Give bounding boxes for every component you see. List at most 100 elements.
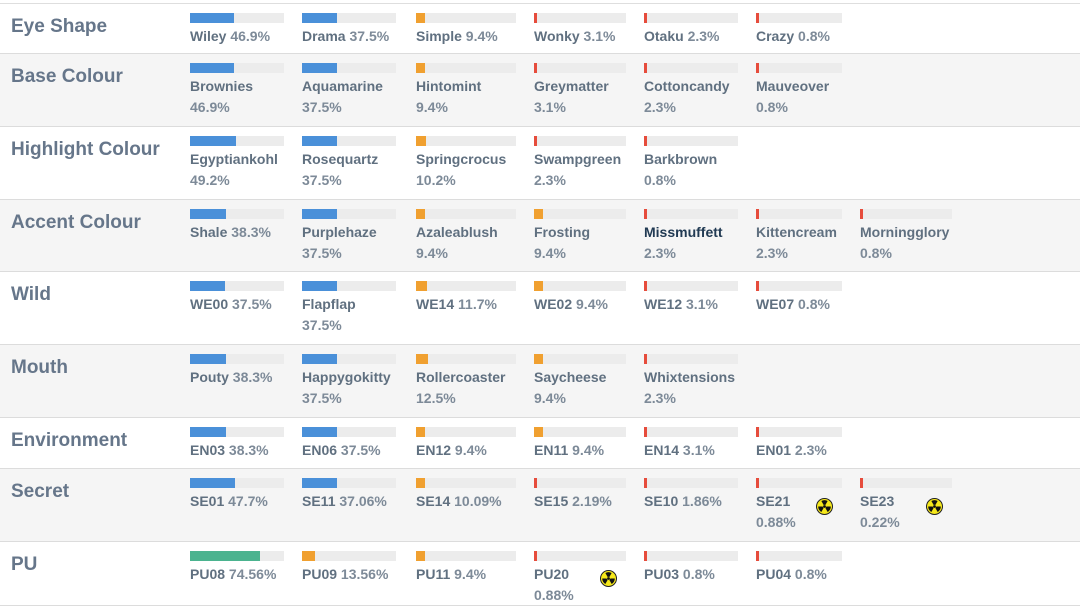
trait-label: PU04 0.8% [756, 564, 827, 585]
trait-label: SE23 0.22% [860, 491, 900, 533]
percent-bar-track [534, 281, 626, 291]
trait-percent: 0.88% [534, 587, 574, 603]
percent-bar-track [756, 281, 842, 291]
trait-row-title: Environment [11, 430, 128, 451]
percent-bar-fill [190, 209, 226, 219]
trait-label: Frosting 9.4% [534, 222, 590, 264]
percent-bar-fill [534, 63, 537, 73]
trait-percent: 46.9% [190, 99, 230, 115]
trait-name: Drama [302, 28, 346, 44]
trait-percent: 9.4% [534, 390, 566, 406]
percent-bar-track [302, 478, 396, 488]
trait-name: Otaku [644, 28, 684, 44]
percent-bar-track [190, 427, 284, 437]
trait-label: EN14 3.1% [644, 440, 715, 461]
trait-percent: 0.8% [682, 566, 715, 582]
trait-label: Crazy 0.8% [756, 26, 830, 47]
percent-bar-fill [190, 13, 234, 23]
trait-name: Kittencream [756, 224, 837, 240]
trait-name: SE10 [644, 493, 679, 509]
percent-bar-fill [302, 478, 337, 488]
trait-name: Saycheese [534, 369, 607, 385]
percent-bar-track [190, 136, 284, 146]
trait-row-wild: Wild WE00 37.5% Flapflap 37.5% WE14 11.7% WE0… [0, 272, 1080, 345]
trait-name: EN06 [302, 442, 338, 458]
percent-bar-fill [756, 427, 759, 437]
trait-label: Barkbrown 0.8% [644, 149, 717, 191]
trait-label: PU20 0.88% [534, 564, 574, 606]
percent-bar-track [644, 281, 738, 291]
trait-row-title: PU [11, 554, 38, 575]
percent-bar-track [534, 136, 626, 146]
percent-bar-track [534, 63, 626, 73]
trait-row-secret: Secret SE01 47.7% SE11 37.06% SE14 10.09% SE… [0, 469, 1080, 542]
percent-bar-track [416, 478, 516, 488]
trait-percent: 37.5% [302, 245, 342, 261]
trait-percent: 0.8% [798, 28, 830, 44]
trait-label: Morningglory 0.8% [860, 222, 949, 264]
trait-percent: 1.86% [682, 493, 722, 509]
percent-bar-fill [756, 209, 759, 219]
percent-bar-fill [644, 209, 647, 219]
percent-bar-track [416, 354, 516, 364]
trait-label: Whixtensions 2.3% [644, 367, 735, 409]
trait-label: Kittencream 2.3% [756, 222, 837, 264]
percent-bar-fill [416, 281, 427, 291]
trait-percent: 2.3% [756, 245, 788, 261]
trait-label: Greymatter 3.1% [534, 76, 609, 118]
trait-percent: 2.3% [534, 172, 566, 188]
percent-bar-track [534, 209, 626, 219]
trait-percent: 12.5% [416, 390, 456, 406]
trait-percent: 9.4% [534, 245, 566, 261]
percent-bar-fill [860, 209, 863, 219]
percent-bar-track [416, 136, 516, 146]
trait-percent: 37.5% [302, 390, 342, 406]
trait-percent: 10.2% [416, 172, 456, 188]
percent-bar-fill [416, 427, 425, 437]
trait-percent: 2.3% [644, 390, 676, 406]
trait-percent: 0.8% [860, 245, 892, 261]
trait-percent: 10.09% [454, 493, 502, 509]
trait-percent: 9.4% [454, 442, 487, 458]
trait-percent: 2.3% [644, 245, 676, 261]
percent-bar-track [644, 551, 738, 561]
trait-label: Egyptiankohl 49.2% [190, 149, 278, 191]
trait-percent: 9.4% [454, 566, 487, 582]
percent-bar-track [756, 209, 842, 219]
trait-row-title: Accent Colour [11, 212, 141, 233]
percent-bar-track [534, 13, 626, 23]
trait-percent: 37.5% [302, 317, 342, 333]
percent-bar-fill [416, 209, 425, 219]
percent-bar-fill [644, 136, 647, 146]
trait-label: SE10 1.86% [644, 491, 722, 512]
percent-bar-fill [756, 63, 759, 73]
trait-row-accent-colour: Accent Colour Shale 38.3% Purplehaze 37.5% A… [0, 200, 1080, 272]
trait-label: EN01 2.3% [756, 440, 827, 461]
percent-bar-fill [302, 551, 315, 561]
percent-bar-track [534, 427, 626, 437]
trait-percent: 0.8% [798, 296, 830, 312]
percent-bar-track [756, 478, 842, 488]
top-divider [0, 3, 1080, 4]
trait-label: Shale 38.3% [190, 222, 271, 243]
percent-bar-fill [190, 136, 236, 146]
trait-label: Wiley 46.9% [190, 26, 270, 47]
trait-percent: 38.3% [228, 442, 269, 458]
trait-label: PU09 13.56% [302, 564, 388, 585]
trait-percent: 37.5% [302, 172, 342, 188]
trait-percent: 38.3% [232, 369, 273, 385]
percent-bar-track [644, 478, 738, 488]
trait-name: PU09 [302, 566, 338, 582]
trait-name: EN11 [534, 442, 569, 458]
percent-bar-fill [302, 209, 337, 219]
percent-bar-track [190, 551, 284, 561]
trait-name: SE23 [860, 493, 895, 509]
trait-percent: 0.8% [756, 99, 788, 115]
trait-name: SE11 [302, 493, 336, 509]
percent-bar-track [644, 354, 738, 364]
percent-bar-fill [190, 427, 226, 437]
trait-label: WE02 9.4% [534, 294, 608, 315]
percent-bar-track [756, 63, 842, 73]
trait-percent: 2.3% [794, 442, 827, 458]
percent-bar-track [416, 63, 516, 73]
